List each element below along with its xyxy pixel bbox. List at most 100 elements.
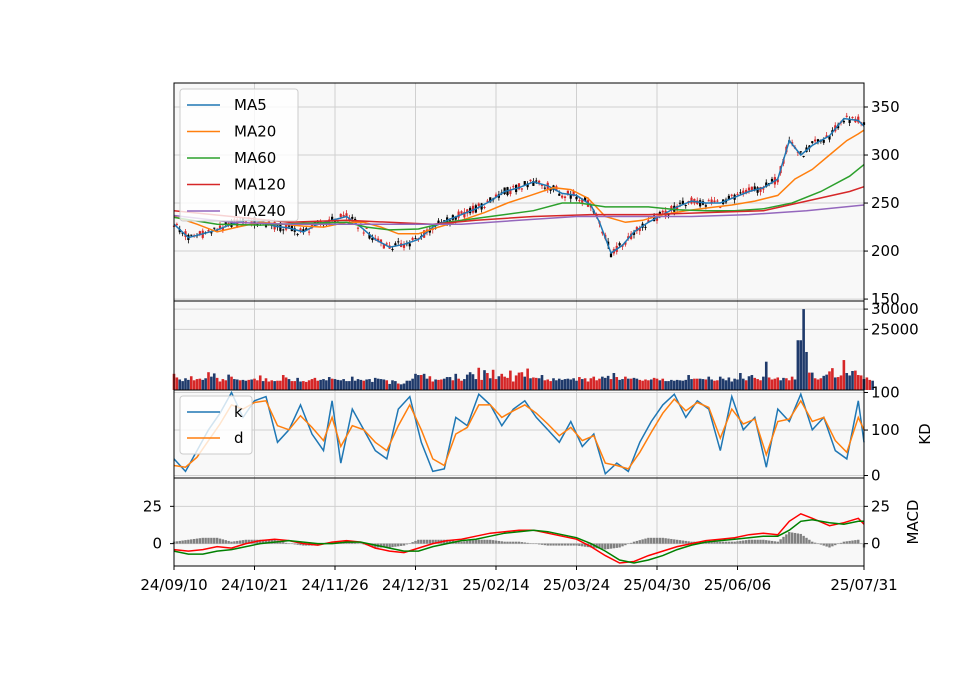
macd-histogram-bar bbox=[601, 543, 604, 550]
volume-bar bbox=[411, 378, 414, 390]
volume-bar bbox=[851, 370, 854, 390]
volume-bar bbox=[230, 376, 233, 390]
macd-histogram-bar bbox=[667, 538, 670, 544]
volume-bar bbox=[618, 379, 621, 390]
legend-label-ma5: MA5 bbox=[234, 96, 267, 114]
macd-histogram-bar bbox=[721, 541, 725, 544]
volume-bar bbox=[302, 381, 305, 390]
volume-bar bbox=[540, 375, 544, 390]
volume-bar bbox=[359, 379, 363, 390]
volume-bar bbox=[399, 384, 403, 390]
volume-bar bbox=[273, 381, 276, 390]
volume-bar bbox=[856, 375, 860, 390]
volume-bar bbox=[296, 377, 299, 390]
volume-bar bbox=[264, 378, 268, 390]
volume-bar bbox=[201, 379, 205, 390]
candle-body bbox=[549, 188, 552, 191]
volume-bar bbox=[707, 376, 711, 390]
macd-histogram-bar bbox=[486, 539, 489, 544]
macd-panel-bg bbox=[174, 478, 864, 566]
volume-bar bbox=[307, 380, 311, 390]
volume-bar bbox=[733, 378, 736, 390]
volume-bar bbox=[727, 377, 731, 390]
candle-body bbox=[759, 187, 762, 192]
volume-bar bbox=[704, 379, 708, 390]
macd-histogram-bar bbox=[382, 543, 386, 548]
candle-body bbox=[776, 179, 779, 183]
macd-histogram-bar bbox=[802, 535, 805, 544]
candle-body bbox=[354, 218, 357, 221]
macd-histogram-bar bbox=[848, 540, 851, 544]
kd-panel-bg bbox=[174, 390, 864, 478]
candle-body bbox=[489, 197, 492, 203]
kd-ytick-label: 100 bbox=[871, 383, 900, 401]
volume-bar bbox=[776, 377, 780, 390]
volume-bar bbox=[198, 378, 202, 390]
volume-bar bbox=[336, 379, 340, 390]
macd-histogram-bar bbox=[348, 542, 351, 544]
volume-bar bbox=[460, 380, 463, 390]
volume-bar bbox=[468, 372, 472, 390]
macd-histogram-bar bbox=[184, 540, 187, 544]
candle-body bbox=[681, 200, 684, 205]
volume-bar bbox=[503, 376, 506, 390]
macd-histogram-bar bbox=[621, 543, 624, 547]
macd-histogram-bar bbox=[793, 532, 797, 544]
volume-bar bbox=[494, 379, 498, 390]
kd-ytick-label: 0 bbox=[871, 467, 881, 485]
series-line-ma5 bbox=[173, 117, 865, 255]
volume-bar bbox=[747, 376, 751, 390]
volume-bar bbox=[635, 378, 639, 390]
volume-bar bbox=[235, 379, 239, 390]
macd-histogram-bar bbox=[776, 541, 779, 544]
candle-body bbox=[443, 220, 446, 222]
volume-bar bbox=[816, 379, 820, 390]
candle-body bbox=[745, 189, 748, 194]
macd-histogram-bar bbox=[417, 539, 420, 544]
macd-histogram-bar bbox=[503, 541, 506, 544]
candle-body bbox=[540, 184, 544, 186]
volume-bar bbox=[836, 377, 840, 390]
candle-body bbox=[408, 243, 411, 247]
macd-histogram-bar bbox=[828, 543, 831, 548]
macd-histogram-bar bbox=[727, 541, 731, 544]
kd-legend-label-d: d bbox=[234, 429, 244, 447]
volume-bar bbox=[612, 373, 616, 390]
macd-histogram-bar bbox=[299, 543, 302, 546]
volume-bar bbox=[382, 379, 386, 390]
macd-histogram-bar bbox=[690, 541, 693, 544]
macd-histogram-bar bbox=[796, 533, 800, 544]
volume-bar bbox=[333, 379, 337, 390]
candle-body bbox=[535, 180, 538, 182]
macd-histogram-bar bbox=[638, 540, 641, 544]
volume-bar bbox=[710, 379, 713, 390]
volume-bar bbox=[641, 380, 644, 390]
candle-body bbox=[224, 222, 227, 225]
macd-histogram-bar bbox=[733, 541, 736, 544]
volume-bar bbox=[480, 379, 483, 390]
macd-histogram-bar bbox=[195, 538, 199, 544]
volume-bar bbox=[583, 378, 587, 390]
candle-body bbox=[299, 228, 302, 232]
volume-bar bbox=[693, 378, 696, 390]
volume-bar bbox=[215, 377, 219, 390]
candle-body bbox=[175, 223, 178, 225]
macd-histogram-bar bbox=[471, 540, 475, 544]
volume-bar bbox=[500, 373, 504, 390]
x-tick-label: 24/12/31 bbox=[382, 576, 449, 594]
volume-bar bbox=[425, 378, 429, 390]
signal-line bbox=[173, 519, 864, 564]
macd-histogram-bar bbox=[474, 539, 478, 544]
candle-body bbox=[477, 203, 480, 206]
macd-histogram-bar bbox=[494, 540, 498, 544]
volume-bar bbox=[796, 340, 800, 390]
volume-bar bbox=[437, 379, 440, 390]
volume-bar bbox=[520, 372, 524, 390]
macd-histogram-bar bbox=[719, 541, 722, 544]
candle-body bbox=[457, 211, 460, 218]
volume-bar bbox=[385, 380, 389, 390]
candle-body bbox=[624, 241, 627, 245]
volume-bar bbox=[681, 380, 685, 390]
x-tick-label: 25/06/06 bbox=[704, 576, 771, 594]
